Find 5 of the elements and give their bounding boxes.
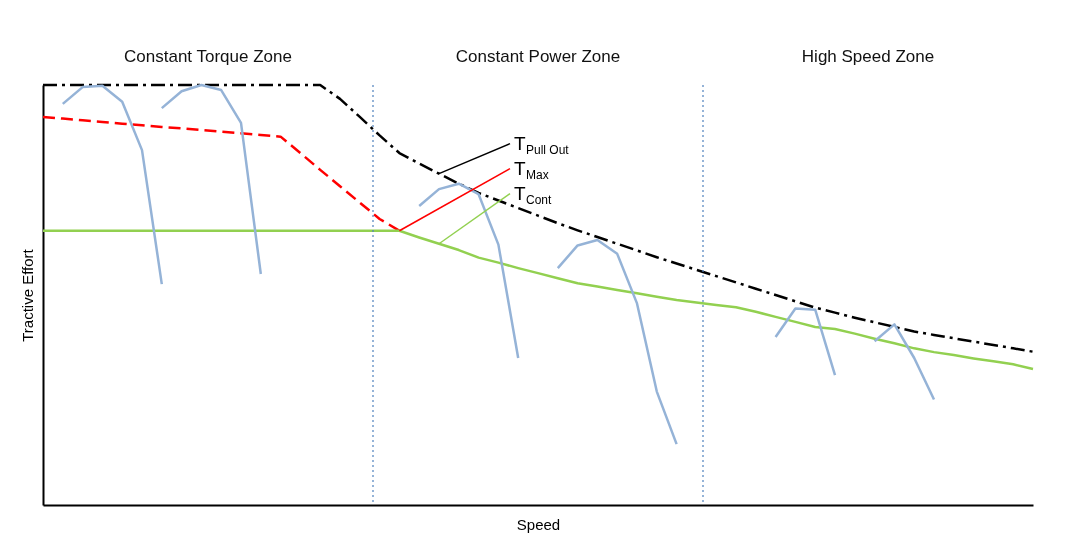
text: Constant Torque Zone <box>124 47 292 66</box>
text: Constant Power Zone <box>455 47 621 66</box>
y-axis-title: Tractive Effort <box>18 248 36 342</box>
x-axis-title: Speed <box>516 515 561 533</box>
text: High Speed Zone <box>801 47 935 66</box>
